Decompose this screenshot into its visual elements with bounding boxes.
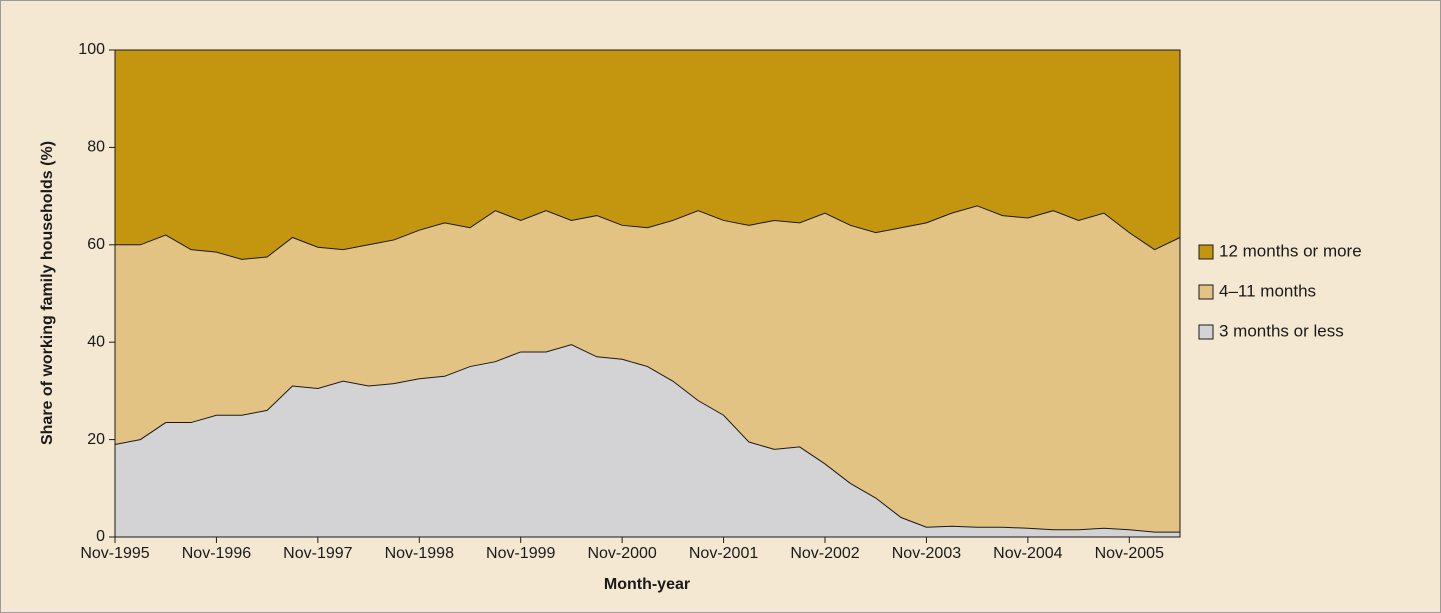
- x-tick-label: Nov-1995: [80, 545, 149, 562]
- x-tick-label: Nov-2003: [892, 545, 961, 562]
- x-tick-label: Nov-1996: [182, 545, 251, 562]
- legend-swatch: [1198, 244, 1214, 260]
- area: [115, 50, 1180, 260]
- x-tick-label: Nov-1999: [486, 545, 555, 562]
- x-tick-label: Nov-2000: [587, 545, 656, 562]
- area: [115, 205, 1180, 533]
- x-axis-label: Month-year: [604, 576, 690, 593]
- legend: 3 months or less 4–11 months 12 months or …: [1198, 241, 1362, 340]
- y-tick-label: 40: [87, 333, 105, 350]
- area: [115, 344, 1180, 537]
- x-tick-label: Nov-2001: [689, 545, 758, 562]
- legend-swatch: [1198, 324, 1214, 340]
- y-axis-label: Share of working family households (%): [39, 141, 56, 445]
- legend-label: 4–11 months: [1219, 281, 1316, 300]
- y-tick-label: 80: [87, 139, 105, 156]
- plot-frame: [114, 49, 1181, 538]
- x-tick-label: Nov-2005: [1095, 545, 1164, 562]
- area-edge: [114, 344, 1180, 533]
- x-tick-label: Nov-1998: [385, 545, 454, 562]
- x-tick-label: Nov-1997: [283, 545, 352, 562]
- x-tick-label: Nov-2002: [790, 545, 859, 562]
- y-tick-label: 0: [96, 528, 105, 545]
- x-tick-label: Nov-2004: [993, 545, 1062, 562]
- y-tick-label: 100: [78, 41, 105, 58]
- y-tick-label: 20: [87, 431, 105, 448]
- area-edge: [115, 205, 1181, 260]
- y-tick-label: 60: [87, 236, 105, 253]
- legend-label: 3 months or less: [1219, 321, 1344, 340]
- legend-swatch: [1198, 284, 1214, 300]
- legend-label: 12 months or more: [1219, 241, 1362, 260]
